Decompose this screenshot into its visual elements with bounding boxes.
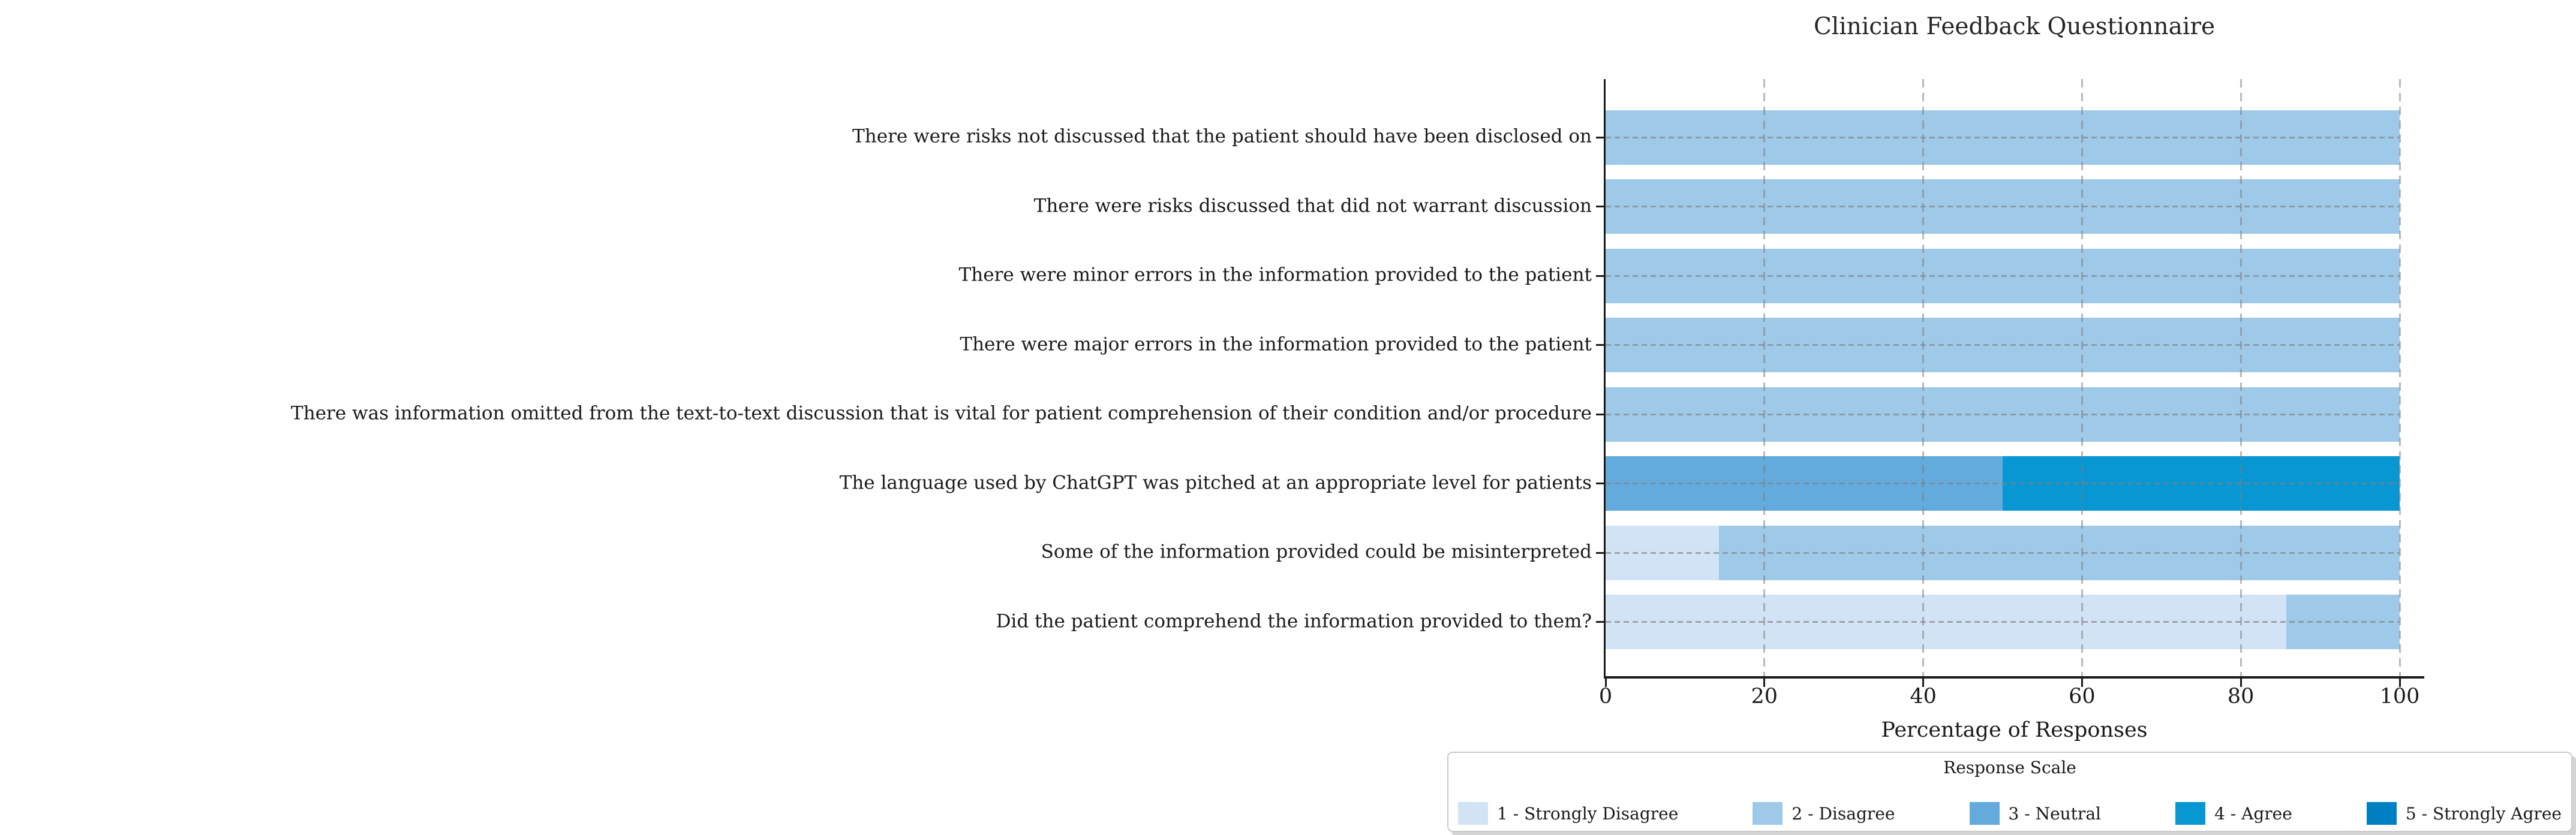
y-gridline [1606,413,2400,415]
y-gridline [1606,136,2400,138]
x-tick-label: 60 [2069,685,2096,709]
x-tick-mark [2398,679,2401,687]
y-tick-mark [1596,551,1604,554]
x-gridline [1922,79,1925,676]
x-tick-mark [1763,679,1766,687]
x-tick-label: 80 [2227,685,2255,709]
x-tick-label: 100 [2379,685,2420,709]
y-axis-spine [1604,79,1606,679]
x-tick-mark [2081,679,2083,687]
y-gridline [1606,483,2400,484]
y-gridline [1606,206,2400,207]
x-tick-mark [2240,679,2242,687]
y-tick-mark [1596,136,1604,138]
y-gridline [1606,551,2400,554]
legend-title: Response Scale [1943,758,2076,777]
y-category-label: The language used by ChatGPT was pitched… [839,472,1592,494]
x-tick-label: 40 [1910,685,1937,709]
x-axis-label: Percentage of Responses [1881,718,2148,742]
y-category-label: Some of the information provided could b… [1041,541,1592,563]
legend-entry: 2 - Disagree [1753,802,1895,825]
y-gridline [1606,344,2400,346]
legend-entry-label: 2 - Disagree [1792,803,1895,824]
legend-entry-label: 5 - Strongly Agree [2405,803,2562,824]
legend-swatch [2175,802,2206,825]
chart-title: Clinician Feedback Questionnaire [1813,13,2216,40]
y-category-label: There were risks discussed that did not … [1033,195,1592,217]
x-tick-mark [1922,679,1925,687]
legend-entry: 1 - Strongly Disagree [1458,802,1678,825]
y-tick-mark [1596,344,1604,346]
y-gridline [1606,275,2400,277]
y-category-label: There were risks not discussed that the … [852,125,1592,147]
legend-swatch [1753,802,1783,825]
x-tick-label: 0 [1598,685,1613,709]
legend-entry: 3 - Neutral [1969,802,2101,825]
x-gridline [2398,79,2401,676]
x-axis-spine [1604,676,2424,679]
legend-entry-label: 4 - Agree [2214,803,2292,824]
legend: Response Scale 1 - Strongly Disagree 2 - … [1447,752,2572,832]
y-category-label: There was information omitted from the t… [291,402,1592,424]
x-gridline [2081,79,2083,676]
legend-entry: 4 - Agree [2175,802,2292,825]
y-category-label: There were major errors in the informati… [960,333,1592,355]
x-gridline [1763,79,1766,676]
y-category-label: There were minor errors in the informati… [958,264,1592,286]
y-category-label: Did the patient comprehend the informati… [996,610,1592,632]
x-gridline [2240,79,2242,676]
legend-swatch [1969,802,2000,825]
y-tick-mark [1596,621,1604,623]
x-tick-mark [1604,679,1607,687]
y-gridline [1606,621,2400,623]
y-tick-mark [1596,206,1604,207]
x-tick-label: 20 [1751,685,1778,709]
y-tick-mark [1596,275,1604,277]
legend-entry-label: 1 - Strongly Disagree [1497,803,1679,824]
legend-swatch [2366,802,2397,825]
legend-entry-label: 3 - Neutral [2008,803,2101,824]
plot-area [1606,79,2423,676]
legend-swatch [1458,802,1488,825]
y-tick-mark [1596,413,1604,415]
y-tick-mark [1596,483,1604,484]
legend-entry: 5 - Strongly Agree [2366,802,2562,825]
legend-entries: 1 - Strongly Disagree 2 - Disagree 3 - Neu… [1458,802,2562,825]
